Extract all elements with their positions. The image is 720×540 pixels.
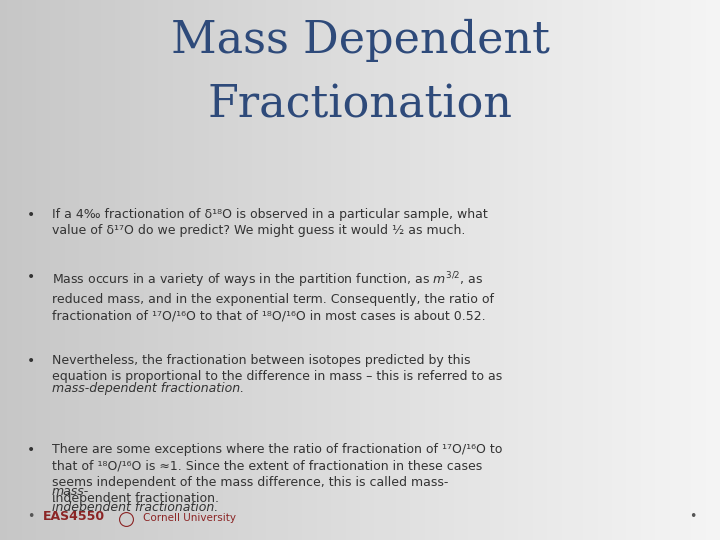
Text: Nevertheless, the fractionation between isotopes predicted by this
equation is p: Nevertheless, the fractionation between … bbox=[52, 354, 502, 383]
Text: •: • bbox=[27, 443, 35, 457]
Text: Fractionation: Fractionation bbox=[207, 84, 513, 127]
Text: mass-
independent fractionation.: mass- independent fractionation. bbox=[52, 485, 218, 515]
Text: •: • bbox=[27, 270, 35, 284]
Text: EAS4550: EAS4550 bbox=[43, 510, 105, 523]
Text: •: • bbox=[27, 354, 35, 368]
Text: There are some exceptions where the ratio of fractionation of ¹⁷O/¹⁶O to
that of: There are some exceptions where the rati… bbox=[52, 443, 503, 505]
Text: Mass Dependent: Mass Dependent bbox=[171, 19, 549, 62]
Text: •: • bbox=[690, 510, 697, 523]
Text: Mass occurs in a variety of ways in the partition function, as $m^{3/2}$, as
red: Mass occurs in a variety of ways in the … bbox=[52, 270, 494, 322]
Text: Cornell University: Cornell University bbox=[143, 512, 235, 523]
Text: •: • bbox=[27, 510, 35, 523]
Text: mass-dependent fractionation.: mass-dependent fractionation. bbox=[52, 382, 244, 395]
Text: •: • bbox=[27, 208, 35, 222]
Text: If a 4‰ fractionation of δ¹⁸O is observed in a particular sample, what
value of : If a 4‰ fractionation of δ¹⁸O is observe… bbox=[52, 208, 487, 238]
